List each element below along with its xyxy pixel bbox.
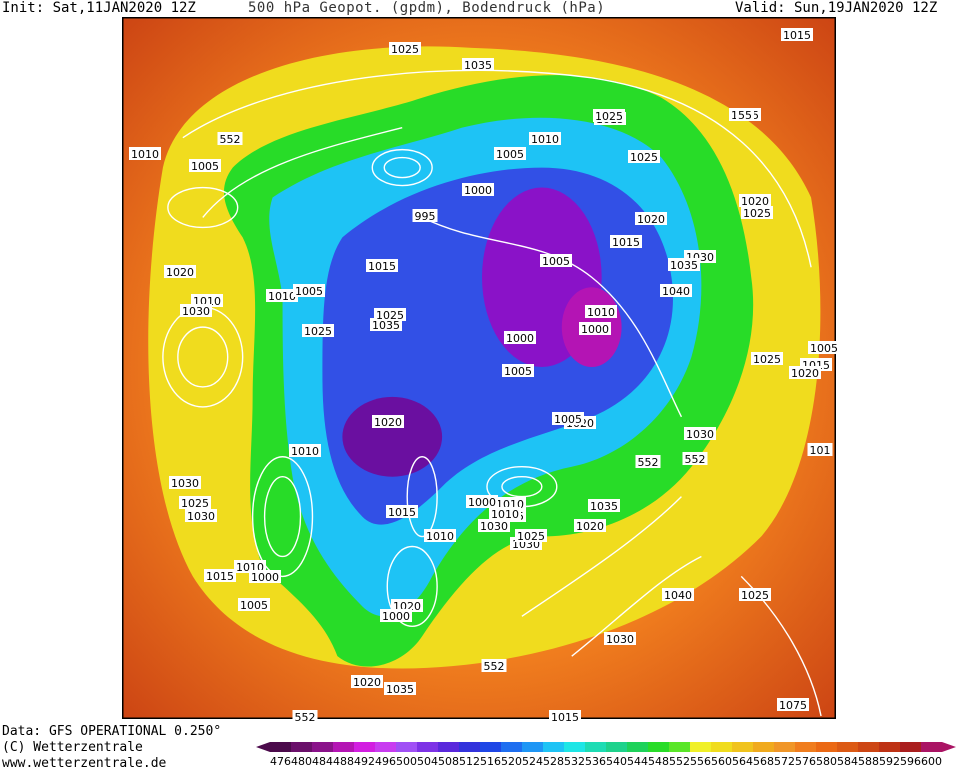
legend-swatch [522, 742, 543, 752]
valid-time-label: Valid: Sun,19JAN2020 12Z [735, 0, 938, 16]
website-url-label: www.wetterzentrale.de [2, 756, 167, 771]
geopotential-map [122, 17, 836, 719]
legend-tick-label: 492 [354, 755, 375, 768]
legend-swatch [291, 742, 312, 752]
legend-tick-label: 500 [396, 755, 417, 768]
legend-swatch [816, 742, 837, 752]
legend-swatch [312, 742, 333, 752]
legend-swatch [837, 742, 858, 752]
legend-tick-label: 476 [270, 755, 291, 768]
legend-arrow-right [942, 742, 956, 752]
legend-tick-label: 536 [585, 755, 606, 768]
legend-tick-label: 564 [732, 755, 753, 768]
legend-swatch [795, 742, 816, 752]
legend-swatch [501, 742, 522, 752]
legend-swatch [333, 742, 354, 752]
legend-tick-label: 568 [753, 755, 774, 768]
legend-tick-label: 544 [627, 755, 648, 768]
legend-swatch [375, 742, 396, 752]
legend-swatch [879, 742, 900, 752]
color-scale-legend: 476 480 484 488 492 496 500 504 508 512 516 520 524 5… [256, 742, 956, 768]
vortex-core-south [342, 396, 443, 477]
legend-tick-label: 552 [669, 755, 690, 768]
legend-swatch [354, 742, 375, 752]
legend-swatch [564, 742, 585, 752]
legend-tick-label: 504 [417, 755, 438, 768]
legend-tick-label: 520 [501, 755, 522, 768]
legend-swatch [396, 742, 417, 752]
legend-tick-label: 548 [648, 755, 669, 768]
legend-tick-label: 576 [795, 755, 816, 768]
legend-swatch [438, 742, 459, 752]
legend-tick-label: 596 [900, 755, 921, 768]
legend-tick-label: 556 [690, 755, 711, 768]
legend-tick-label: 488 [333, 755, 354, 768]
legend-tick-label: 560 [711, 755, 732, 768]
legend-tick-label: 480 [291, 755, 312, 768]
legend-swatch [648, 742, 669, 752]
legend-tick-label: 524 [522, 755, 543, 768]
legend-tick-label: 528 [543, 755, 564, 768]
legend-tick-label: 584 [837, 755, 858, 768]
legend-swatch [858, 742, 879, 752]
legend-swatch [753, 742, 774, 752]
legend-swatch [417, 742, 438, 752]
legend-tick-label: 532 [564, 755, 585, 768]
legend-swatch [774, 742, 795, 752]
legend-swatch [732, 742, 753, 752]
legend-arrow-left [256, 742, 270, 752]
legend-swatch [921, 742, 942, 752]
legend-swatch [669, 742, 690, 752]
legend-tick-label: 508 [438, 755, 459, 768]
legend-swatch [627, 742, 648, 752]
legend-tick-label: 600 [921, 755, 942, 768]
legend-tick-label: 580 [816, 755, 837, 768]
legend-swatch [711, 742, 732, 752]
vortex-core-east [561, 287, 622, 368]
legend-tick-label: 484 [312, 755, 333, 768]
legend-swatch [270, 742, 291, 752]
data-source-label: Data: GFS OPERATIONAL 0.250° [2, 724, 222, 739]
legend-swatch [480, 742, 501, 752]
legend-tick-label: 496 [375, 755, 396, 768]
legend-swatch [900, 742, 921, 752]
legend-tick-label: 516 [480, 755, 501, 768]
legend-tick-label: 588 [858, 755, 879, 768]
legend-swatch [606, 742, 627, 752]
init-time-label: Init: Sat,11JAN2020 12Z [2, 0, 196, 16]
legend-tick-label: 540 [606, 755, 627, 768]
legend-swatch [543, 742, 564, 752]
legend-tick-label: 592 [879, 755, 900, 768]
legend-tick-label: 572 [774, 755, 795, 768]
legend-tick-label: 512 [459, 755, 480, 768]
legend-swatch [690, 742, 711, 752]
legend-swatch [585, 742, 606, 752]
legend-swatch [459, 742, 480, 752]
copyright-label: (C) Wetterzentrale [2, 740, 143, 755]
map-title: 500 hPa Geopot. (gpdm), Bodendruck (hPa) [248, 0, 606, 16]
